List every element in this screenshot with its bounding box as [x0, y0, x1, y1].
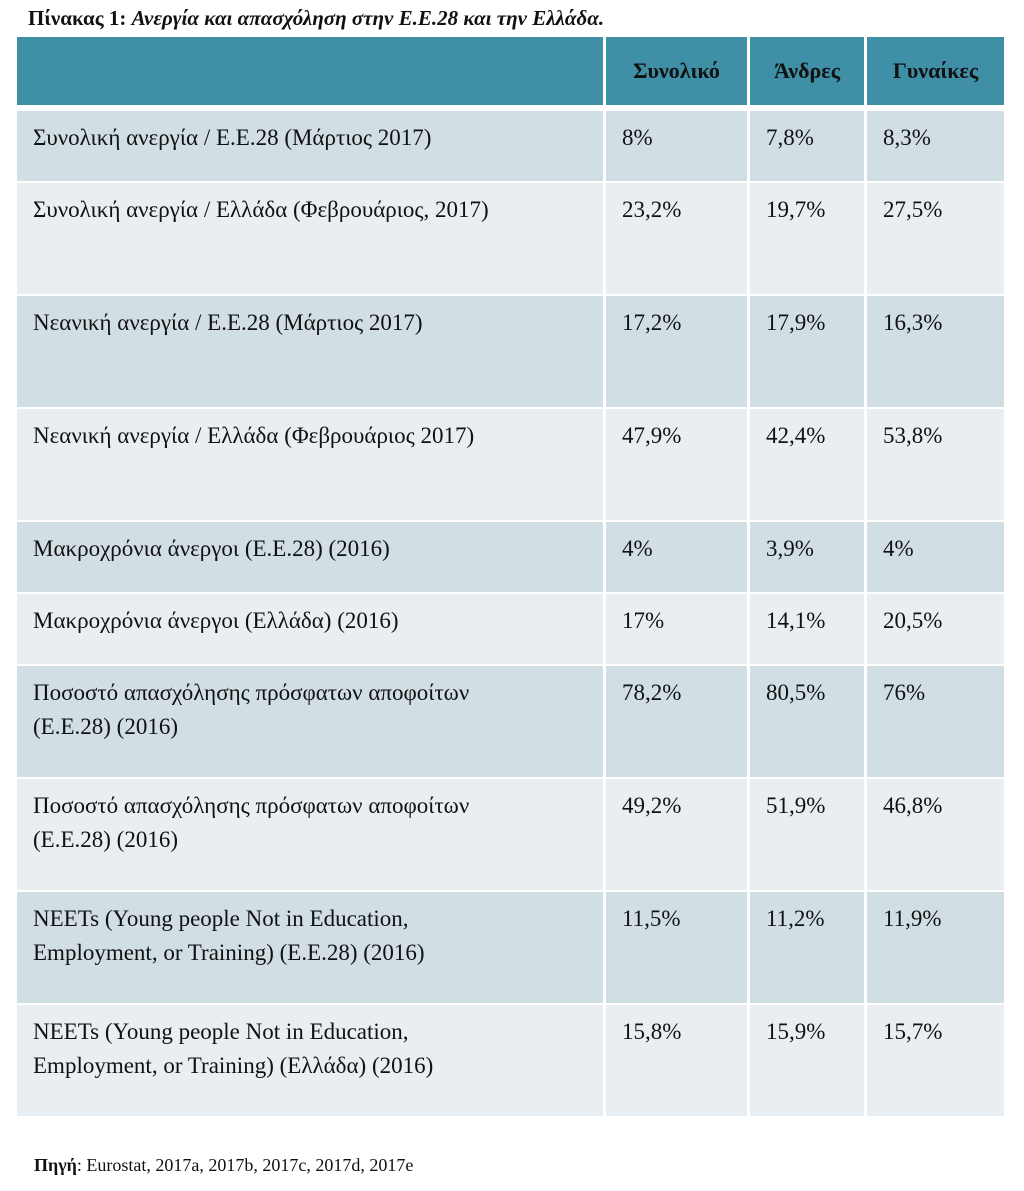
- header-cell-men: Άνδρες: [747, 37, 864, 111]
- header-cell-women: Γυναίκες: [864, 37, 1004, 111]
- cell-total: 17,2%: [603, 296, 747, 409]
- cell-men: 15,9%: [747, 1005, 864, 1118]
- cell-men: 80,5%: [747, 666, 864, 779]
- caption-title: Ανεργία και απασχόληση στην Ε.Ε.28 και τ…: [131, 6, 605, 30]
- table-row: Μακροχρόνια άνεργοι (Ε.Ε.28) (2016) 4% 3…: [17, 522, 1004, 594]
- row-label-line: Νεανική ανεργία / Ε.Ε.28 (Μάρτιος 2017): [33, 310, 423, 335]
- cell-total: 47,9%: [603, 409, 747, 522]
- cell-men: 42,4%: [747, 409, 864, 522]
- cell-total: 49,2%: [603, 779, 747, 892]
- cell-total: 23,2%: [603, 183, 747, 296]
- row-label-line: Ποσοστό απασχόλησης πρόσφατων αποφοίτων: [33, 793, 470, 818]
- cell-men: 19,7%: [747, 183, 864, 296]
- cell-men: 14,1%: [747, 594, 864, 666]
- row-label-line: Μακροχρόνια άνεργοι (Ε.Ε.28) (2016): [33, 536, 390, 561]
- cell-total: 11,5%: [603, 892, 747, 1005]
- table-row: Ποσοστό απασχόλησης πρόσφατων αποφοίτων (…: [17, 666, 1004, 779]
- cell-total: 8%: [603, 111, 747, 183]
- row-label-line: Συνολική ανεργία / Ελλάδα (Φεβρουάριος, …: [33, 197, 489, 222]
- row-label-line: Ποσοστό απασχόλησης πρόσφατων αποφοίτων: [33, 680, 470, 705]
- header-cell-total: Συνολικό: [603, 37, 747, 111]
- source-text: : Eurostat, 2017a, 2017b, 2017c, 2017d, …: [76, 1155, 414, 1175]
- cell-women: 15,7%: [864, 1005, 1004, 1118]
- source-note: Πηγή: Eurostat, 2017a, 2017b, 2017c, 201…: [34, 1155, 413, 1176]
- row-label-line: (Ε.Ε.28) (2016): [33, 714, 178, 739]
- source-label: Πηγή: [34, 1155, 77, 1175]
- cell-total: 4%: [603, 522, 747, 594]
- caption-label: Πίνακας 1:: [28, 6, 127, 30]
- cell-women: 46,8%: [864, 779, 1004, 892]
- cell-women: 16,3%: [864, 296, 1004, 409]
- cell-men: 17,9%: [747, 296, 864, 409]
- row-label-line: Employment, or Training) (E.E.28) (2016): [33, 940, 425, 965]
- cell-men: 51,9%: [747, 779, 864, 892]
- cell-women: 20,5%: [864, 594, 1004, 666]
- row-label: Συνολική ανεργία / Ελλάδα (Φεβρουάριος, …: [17, 183, 603, 296]
- table-row: NEETs (Young people Not in Education, Emp…: [17, 1005, 1004, 1118]
- table-row: Συνολική ανεργία / Ελλάδα (Φεβρουάριος, …: [17, 183, 1004, 296]
- cell-women: 53,8%: [864, 409, 1004, 522]
- table-row: NEETs (Young people Not in Education, Emp…: [17, 892, 1004, 1005]
- row-label-line: Νεανική ανεργία / Ελλάδα (Φεβρουάριος 20…: [33, 423, 475, 448]
- row-label: NEETs (Young people Not in Education, Emp…: [17, 1005, 603, 1118]
- row-label: Νεανική ανεργία / Ε.Ε.28 (Μάρτιος 2017): [17, 296, 603, 409]
- cell-women: 8,3%: [864, 111, 1004, 183]
- row-label-line: (Ε.Ε.28) (2016): [33, 827, 178, 852]
- table-row: Ποσοστό απασχόλησης πρόσφατων αποφοίτων (…: [17, 779, 1004, 892]
- table-caption: Πίνακας 1: Ανεργία και απασχόληση στην Ε…: [28, 6, 604, 31]
- cell-women: 27,5%: [864, 183, 1004, 296]
- cell-women: 11,9%: [864, 892, 1004, 1005]
- row-label: Ποσοστό απασχόλησης πρόσφατων αποφοίτων (…: [17, 779, 603, 892]
- row-label: Νεανική ανεργία / Ελλάδα (Φεβρουάριος 20…: [17, 409, 603, 522]
- row-label: Μακροχρόνια άνεργοι (Ελλάδα) (2016): [17, 594, 603, 666]
- table-row: Νεανική ανεργία / Ελλάδα (Φεβρουάριος 20…: [17, 409, 1004, 522]
- row-label: Συνολική ανεργία / Ε.Ε.28 (Μάρτιος 2017): [17, 111, 603, 183]
- header-row: Συνολικό Άνδρες Γυναίκες: [17, 37, 1004, 111]
- row-label-line: Συνολική ανεργία / Ε.Ε.28 (Μάρτιος 2017): [33, 125, 432, 150]
- row-label-line: Μακροχρόνια άνεργοι (Ελλάδα) (2016): [33, 608, 399, 633]
- cell-total: 17%: [603, 594, 747, 666]
- row-label-line: NEETs (Young people Not in Education,: [33, 906, 409, 931]
- cell-men: 11,2%: [747, 892, 864, 1005]
- cell-total: 78,2%: [603, 666, 747, 779]
- cell-men: 3,9%: [747, 522, 864, 594]
- cell-women: 4%: [864, 522, 1004, 594]
- row-label: Ποσοστό απασχόλησης πρόσφατων αποφοίτων (…: [17, 666, 603, 779]
- row-label-line: Employment, or Training) (Ελλάδα) (2016): [33, 1053, 434, 1078]
- cell-men: 7,8%: [747, 111, 864, 183]
- cell-total: 15,8%: [603, 1005, 747, 1118]
- unemployment-table: Συνολικό Άνδρες Γυναίκες Συνολική ανεργί…: [17, 37, 1004, 1118]
- cell-women: 76%: [864, 666, 1004, 779]
- row-label-line: NEETs (Young people Not in Education,: [33, 1019, 409, 1044]
- table-row: Συνολική ανεργία / Ε.Ε.28 (Μάρτιος 2017)…: [17, 111, 1004, 183]
- table-row: Νεανική ανεργία / Ε.Ε.28 (Μάρτιος 2017) …: [17, 296, 1004, 409]
- table-row: Μακροχρόνια άνεργοι (Ελλάδα) (2016) 17% …: [17, 594, 1004, 666]
- row-label: Μακροχρόνια άνεργοι (Ε.Ε.28) (2016): [17, 522, 603, 594]
- header-cell-indicator: [17, 37, 603, 111]
- row-label: NEETs (Young people Not in Education, Emp…: [17, 892, 603, 1005]
